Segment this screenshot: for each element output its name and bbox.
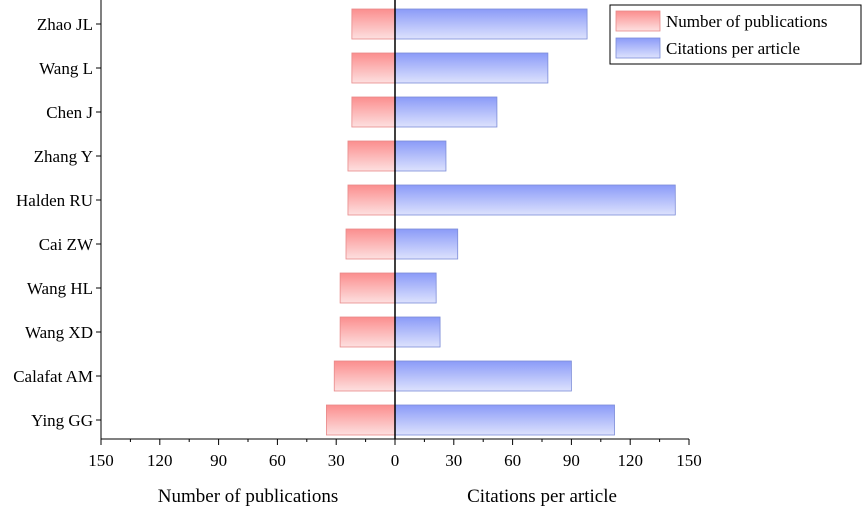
bar-citations-calafat-am xyxy=(394,360,572,392)
bar-publications-wang-l xyxy=(351,52,396,84)
category-label-ying-gg: Ying GG xyxy=(31,411,93,430)
x-axis-title-right: Citations per article xyxy=(467,486,617,507)
x-tick-label: 150 xyxy=(88,451,114,470)
bar-publications-wang-hl xyxy=(339,272,396,304)
x-tick-label: 150 xyxy=(676,451,702,470)
bar-citations-chen-j xyxy=(394,96,498,128)
legend-label-publications: Number of publications xyxy=(666,12,827,31)
bar-citations-wang-xd xyxy=(394,316,441,348)
bar-publications-halden-ru xyxy=(347,184,396,216)
x-tick-label: 120 xyxy=(617,451,643,470)
x-tick-label: 60 xyxy=(504,451,521,470)
category-label-cai-zw: Cai ZW xyxy=(39,235,94,254)
x-tick-label: 30 xyxy=(445,451,462,470)
bar-publications-chen-j xyxy=(351,96,396,128)
category-label-zhang-y: Zhang Y xyxy=(34,147,93,166)
bar-citations-wang-l xyxy=(394,52,549,84)
x-tick-label: 30 xyxy=(328,451,345,470)
x-tick-label: 90 xyxy=(563,451,580,470)
labels: Zhao JL Wang L Chen J Zhang Y Halden RU Cai Z… xyxy=(13,15,702,507)
axes xyxy=(96,0,690,445)
bar-publications-cai-zw xyxy=(345,228,396,260)
category-label-wang-hl: Wang HL xyxy=(27,279,93,298)
bar-citations-wang-hl xyxy=(394,272,437,304)
bar-publications-zhang-y xyxy=(347,140,396,172)
x-tick-label: 90 xyxy=(210,451,227,470)
bar-publications-calafat-am xyxy=(333,360,396,392)
category-label-wang-xd: Wang XD xyxy=(25,323,93,342)
bar-publications-zhao-jl xyxy=(351,8,396,40)
bar-publications-ying-gg xyxy=(325,404,396,436)
category-label-chen-j: Chen J xyxy=(46,103,93,122)
bar-citations-zhao-jl xyxy=(394,8,588,40)
x-axis-title-left: Number of publications xyxy=(158,486,338,507)
category-label-halden-ru: Halden RU xyxy=(16,191,93,210)
bar-citations-zhang-y xyxy=(394,140,447,172)
plot-area xyxy=(325,8,676,436)
category-label-calafat-am: Calafat AM xyxy=(13,367,93,386)
bar-citations-cai-zw xyxy=(394,228,459,260)
bar-citations-halden-ru xyxy=(394,184,676,216)
legend-swatch-citations xyxy=(615,37,661,59)
bar-citations-ying-gg xyxy=(394,404,615,436)
legend-swatch-publications xyxy=(615,10,661,32)
x-tick-label: 0 xyxy=(391,451,400,470)
category-label-zhao-jl: Zhao JL xyxy=(37,15,93,34)
x-tick-label: 60 xyxy=(269,451,286,470)
legend-label-citations: Citations per article xyxy=(666,39,800,58)
bar-publications-wang-xd xyxy=(339,316,396,348)
category-label-wang-l: Wang L xyxy=(39,59,93,78)
x-tick-label: 120 xyxy=(147,451,173,470)
legend: Number of publications Citations per arti… xyxy=(609,4,862,65)
